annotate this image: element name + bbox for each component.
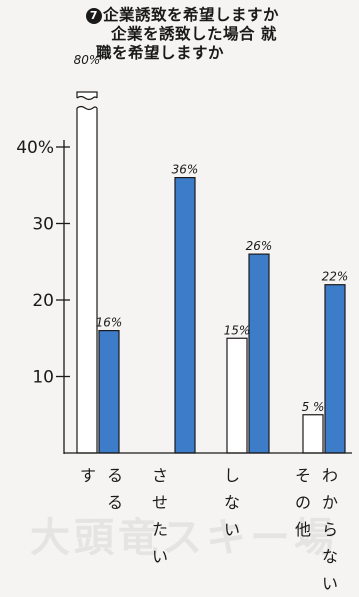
y-tick-label-20: 20 bbox=[32, 291, 54, 311]
category-label-3-1: わからない bbox=[318, 462, 342, 597]
chart-title: 7 企業誘致を希望しますか 企業を誘致した場合 就 職を希望しますか bbox=[86, 6, 356, 63]
category-label-2-0: しない bbox=[220, 462, 244, 543]
category-char: な bbox=[321, 547, 338, 566]
category-char: な bbox=[223, 493, 240, 512]
title-line-1-text: 企業誘致を希望しますか bbox=[103, 6, 280, 24]
category-label-3-0: その他 bbox=[291, 462, 315, 543]
category-char: い bbox=[321, 574, 338, 593]
title-number-badge: 7 bbox=[86, 8, 102, 24]
y-tick-label-30: 30 bbox=[32, 215, 54, 235]
category-char: さ bbox=[151, 466, 168, 485]
category-char: す bbox=[79, 466, 96, 485]
category-char: 他 bbox=[294, 520, 311, 539]
category-label-0-0: す bbox=[76, 462, 100, 489]
category-char: せ bbox=[151, 493, 168, 512]
y-tick-label-10: 10 bbox=[32, 368, 54, 388]
bar-s1-その他 bbox=[302, 414, 324, 454]
category-char: そ bbox=[294, 466, 311, 485]
category-char: る bbox=[106, 493, 123, 512]
axis-break-line-top bbox=[76, 95, 98, 101]
category-label-1-0: させたい bbox=[148, 462, 172, 570]
title-line-1: 7 企業誘致を希望しますか bbox=[86, 6, 356, 25]
value-label-s1-する: 80% bbox=[74, 53, 101, 67]
category-char: い bbox=[151, 547, 168, 566]
category-char: の bbox=[294, 493, 311, 512]
category-char: い bbox=[223, 520, 240, 539]
bar-s2-する bbox=[98, 330, 120, 454]
axis-break-line-bottom bbox=[76, 105, 98, 111]
category-char: る bbox=[106, 466, 123, 485]
value-label-s2-その他: 22% bbox=[322, 270, 349, 284]
bar-s1-しない bbox=[226, 337, 248, 454]
y-tick-label-40: 40% bbox=[16, 138, 54, 158]
category-char: わ bbox=[321, 466, 338, 485]
category-label-0-1: るる bbox=[103, 462, 127, 516]
bar-s2-させたい bbox=[174, 177, 196, 454]
title-line-2: 企業を誘致した場合 就 bbox=[111, 25, 277, 43]
value-label-s2-させたい: 36% bbox=[172, 163, 199, 177]
value-label-s1-その他: 5 % bbox=[302, 400, 325, 414]
axis-break-gap bbox=[76, 98, 98, 108]
bar-s2-しない bbox=[248, 253, 270, 454]
title-line-3: 職を希望しますか bbox=[96, 44, 225, 62]
category-char: か bbox=[321, 493, 338, 512]
category-char: ら bbox=[321, 520, 338, 539]
bar-s1-する bbox=[76, 91, 98, 454]
value-label-s1-しない: 15% bbox=[224, 323, 251, 337]
value-label-s2-する: 16% bbox=[96, 316, 123, 330]
category-char: し bbox=[223, 466, 240, 485]
value-label-s2-しない: 26% bbox=[246, 239, 273, 253]
bar-s2-その他 bbox=[324, 284, 346, 454]
category-char: た bbox=[151, 520, 168, 539]
